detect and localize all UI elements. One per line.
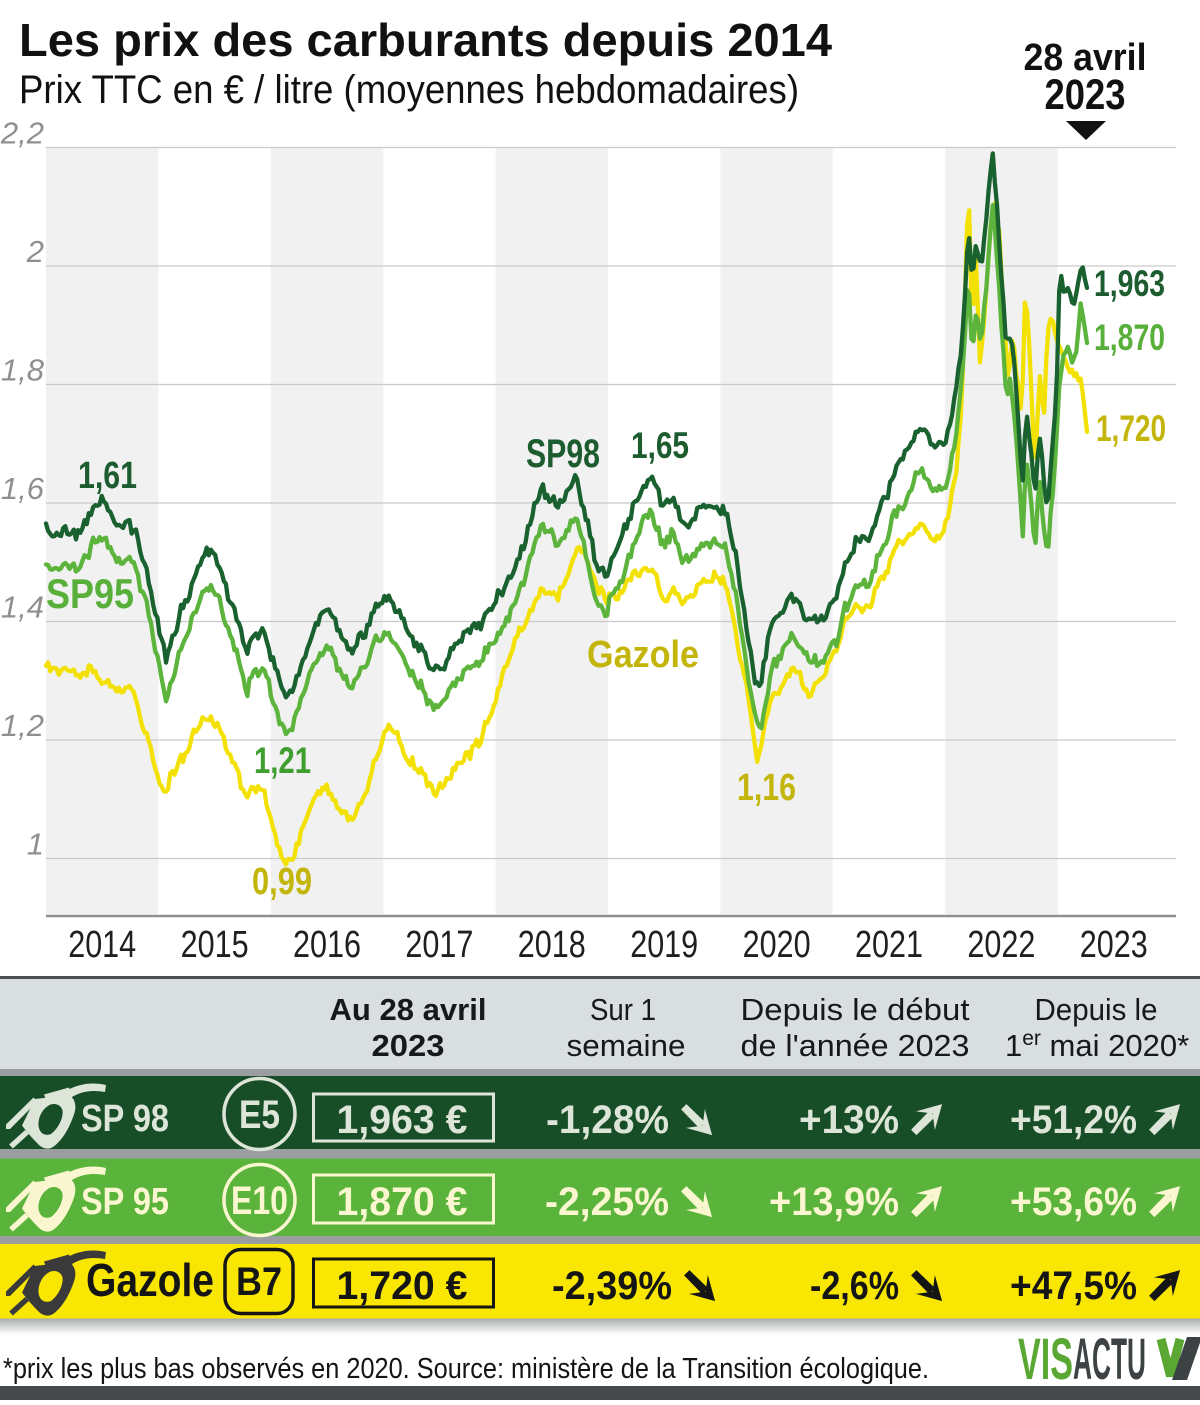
svg-text:2016: 2016	[293, 924, 361, 966]
svg-text:1,720: 1,720	[1096, 408, 1166, 449]
svg-text:2: 2	[26, 234, 44, 269]
svg-text:-2,39%: -2,39%	[552, 1264, 672, 1308]
svg-text:+51,2%: +51,2%	[1010, 1098, 1137, 1142]
svg-text:-2,25%: -2,25%	[545, 1180, 669, 1224]
svg-text:Prix TTC en € / litre (moyenne: Prix TTC en € / litre (moyennes hebdomad…	[19, 68, 799, 112]
svg-text:2023: 2023	[372, 1028, 445, 1063]
svg-text:semaine: semaine	[567, 1028, 686, 1063]
svg-text:Sur 1: Sur 1	[590, 992, 656, 1027]
svg-text:Depuis le: Depuis le	[1035, 992, 1158, 1027]
svg-text:2023: 2023	[1045, 71, 1126, 119]
svg-text:+53,6%: +53,6%	[1010, 1180, 1137, 1224]
svg-text:1: 1	[27, 827, 44, 862]
svg-text:2020: 2020	[743, 924, 811, 966]
svg-text:1,2: 1,2	[1, 708, 44, 743]
svg-text:2021: 2021	[855, 924, 923, 966]
svg-text:+13%: +13%	[799, 1098, 899, 1142]
svg-text:Au 28 avril: Au 28 avril	[330, 992, 487, 1027]
svg-text:B7: B7	[236, 1260, 282, 1304]
svg-text:VIS: VIS	[1018, 1327, 1073, 1392]
svg-text:-1,28%: -1,28%	[546, 1098, 669, 1142]
svg-text:Depuis le début: Depuis le début	[741, 992, 970, 1027]
svg-text:SP 95: SP 95	[81, 1181, 169, 1223]
svg-text:1,963: 1,963	[1094, 263, 1165, 304]
svg-text:1,65: 1,65	[631, 425, 689, 466]
svg-text:28 avril: 28 avril	[1024, 37, 1147, 79]
svg-text:SP98: SP98	[526, 432, 600, 476]
svg-text:SP 98: SP 98	[81, 1098, 169, 1140]
svg-text:de l'année 2023: de l'année 2023	[741, 1028, 970, 1063]
svg-text:-2,6%: -2,6%	[810, 1264, 899, 1308]
svg-text:1,16: 1,16	[737, 767, 796, 809]
svg-text:SP95: SP95	[46, 570, 134, 617]
svg-text:Gazole: Gazole	[86, 1254, 214, 1306]
svg-text:0,99: 0,99	[252, 861, 312, 903]
svg-text:1,21: 1,21	[254, 740, 311, 781]
svg-text:1,870 €: 1,870 €	[337, 1180, 468, 1224]
svg-text:ACTU: ACTU	[1073, 1327, 1146, 1392]
svg-text:1,4: 1,4	[1, 590, 44, 625]
svg-text:2017: 2017	[405, 924, 473, 966]
svg-text:+47,5%: +47,5%	[1010, 1264, 1137, 1308]
svg-text:2015: 2015	[181, 924, 249, 966]
svg-text:2014: 2014	[68, 924, 136, 966]
svg-text:2023: 2023	[1080, 924, 1148, 966]
svg-text:2018: 2018	[518, 924, 586, 966]
svg-text:1,870: 1,870	[1094, 317, 1165, 358]
svg-text:*prix les plus bas observés en: *prix les plus bas observés en 2020. Sou…	[3, 1353, 929, 1385]
svg-text:+13,9%: +13,9%	[769, 1180, 899, 1224]
svg-text:1,8: 1,8	[1, 353, 45, 388]
svg-text:2022: 2022	[967, 924, 1035, 966]
svg-text:2,2: 2,2	[0, 116, 44, 151]
svg-text:1,61: 1,61	[78, 455, 137, 497]
svg-text:Les prix des carburants depuis: Les prix des carburants depuis 2014	[19, 14, 832, 66]
svg-text:1,6: 1,6	[1, 471, 45, 506]
svg-text:E10: E10	[231, 1179, 288, 1223]
svg-text:E5: E5	[239, 1093, 280, 1137]
svg-text:1,720 €: 1,720 €	[337, 1264, 468, 1308]
svg-text:2019: 2019	[630, 924, 698, 966]
svg-text:1,963 €: 1,963 €	[337, 1098, 468, 1142]
svg-text:Gazole: Gazole	[587, 634, 699, 676]
